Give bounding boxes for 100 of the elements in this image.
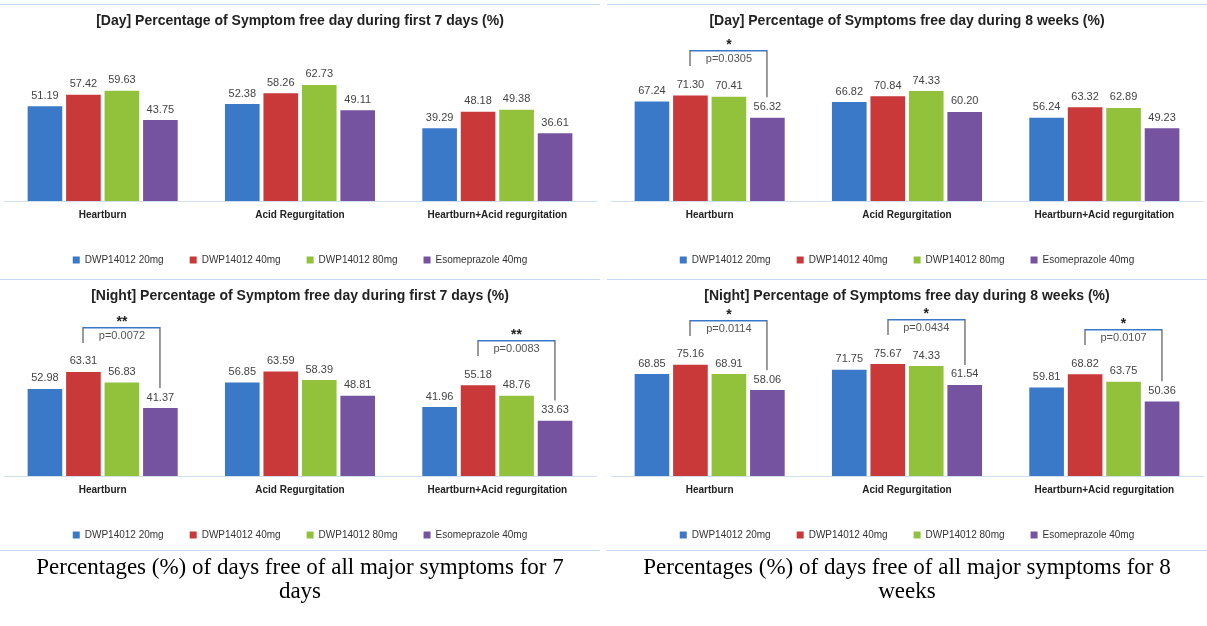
bar xyxy=(27,106,63,201)
bar xyxy=(908,90,944,201)
text: * xyxy=(726,36,732,53)
bar xyxy=(1067,374,1103,476)
text: p=0.0114 xyxy=(706,321,752,334)
bar xyxy=(750,117,785,201)
text: * xyxy=(923,305,929,322)
data-label: 70.84 xyxy=(873,78,902,91)
bar xyxy=(499,109,534,201)
text: ** xyxy=(511,326,523,343)
data-label: 56.83 xyxy=(108,365,136,378)
data-label: 59.81 xyxy=(1032,370,1061,383)
bar xyxy=(634,374,670,476)
data-label: 55.18 xyxy=(464,367,492,380)
legend-label: DWP14012 80mg xyxy=(318,528,398,540)
data-label: 36.61 xyxy=(541,115,569,128)
bar xyxy=(1144,401,1180,476)
legend-label: DWP14012 80mg xyxy=(925,253,1005,265)
legend-label: DWP14012 40mg xyxy=(808,253,888,265)
data-label: 74.33 xyxy=(912,348,941,361)
x-tick-label: Acid Regurgitation xyxy=(255,483,345,495)
data-label: 58.39 xyxy=(305,362,334,375)
text: * xyxy=(726,305,732,322)
chart-title: [Night] Percentage of Symptom free day during first 7 days (%) xyxy=(90,286,510,305)
data-label: 48.81 xyxy=(343,378,372,391)
data-label: 56.85 xyxy=(228,365,257,378)
legend-label: DWP14012 40mg xyxy=(808,528,888,540)
bar xyxy=(537,133,573,201)
text: Percentages (%) of days free of all major symptoms for 7 days xyxy=(0,550,600,603)
text: p=0.0072 xyxy=(98,328,145,341)
bar xyxy=(66,371,101,476)
data-label: 75.67 xyxy=(873,346,902,359)
x-tick-label: Heartburn xyxy=(78,208,127,220)
chart-title: [Night] Percentage of Symptoms free day during 8 weeks (%) xyxy=(703,286,1111,305)
data-label: 71.30 xyxy=(676,78,705,91)
data-label: 58.26 xyxy=(266,75,295,88)
bar xyxy=(499,395,534,476)
data-label: 56.32 xyxy=(753,100,782,113)
data-label: 63.32 xyxy=(1071,89,1099,102)
data-label: 63.75 xyxy=(1109,364,1138,377)
x-tick-label: Heartburn xyxy=(685,208,734,220)
bar xyxy=(301,379,337,476)
data-label: 41.37 xyxy=(146,390,175,403)
x-tick-label: Acid Regurgitation xyxy=(255,208,345,220)
text: * xyxy=(1120,315,1127,332)
legend-label: Esomeprazole 40mg xyxy=(435,253,528,265)
data-label: 51.19 xyxy=(31,88,59,101)
data-label: 49.11 xyxy=(344,92,372,105)
data-label: 71.75 xyxy=(835,352,864,365)
data-label: 75.16 xyxy=(676,347,705,360)
data-label: 70.41 xyxy=(715,79,743,92)
bar xyxy=(224,382,260,476)
data-label: 49.23 xyxy=(1148,110,1176,123)
x-tick-label: Heartburn xyxy=(78,483,127,495)
text: p=0.0107 xyxy=(1100,331,1147,344)
text: Percentages (%) of days free of all major symptoms for 8 weeks xyxy=(607,550,1207,603)
x-tick-label: Heartburn+Acid regurgitation xyxy=(1034,208,1175,220)
data-label: 67.24 xyxy=(638,84,666,97)
bar xyxy=(673,364,708,476)
text: p=0.0434 xyxy=(903,321,950,333)
bar xyxy=(634,101,670,201)
x-tick-label: Heartburn+Acid regurgitation xyxy=(1034,483,1175,495)
bar xyxy=(143,407,178,476)
data-label: 68.82 xyxy=(1071,356,1099,369)
data-label: 41.96 xyxy=(425,389,454,402)
bar xyxy=(460,111,496,201)
legend-label: Esomeprazole 40mg xyxy=(1042,253,1135,265)
bar xyxy=(263,371,299,476)
data-label: 63.31 xyxy=(69,354,98,367)
data-label: 43.75 xyxy=(146,102,175,115)
data-label: 49.38 xyxy=(502,92,531,105)
bar xyxy=(673,95,708,201)
data-label: 74.33 xyxy=(912,73,941,86)
legend-label: DWP14012 20mg xyxy=(84,528,164,540)
bar xyxy=(537,420,573,476)
bar xyxy=(224,104,260,201)
bar xyxy=(1029,117,1064,201)
bar xyxy=(870,96,906,201)
bar xyxy=(711,96,747,201)
legend-label: DWP14012 20mg xyxy=(84,253,164,265)
data-label: 58.06 xyxy=(753,372,782,385)
legend-label: DWP14012 20mg xyxy=(691,253,771,265)
bar xyxy=(340,110,376,201)
x-tick-label: Heartburn+Acid regurgitation xyxy=(427,483,568,495)
x-tick-label: Heartburn+Acid regurgitation xyxy=(427,208,568,220)
bar xyxy=(66,94,101,201)
data-label: 56.24 xyxy=(1032,100,1061,113)
bar xyxy=(908,365,944,476)
data-label: 48.18 xyxy=(464,94,492,107)
bar xyxy=(422,128,457,201)
bar xyxy=(1029,387,1064,476)
bar xyxy=(947,111,983,201)
bar xyxy=(750,390,785,476)
legend-label: DWP14012 20mg xyxy=(691,528,771,540)
data-label: 60.20 xyxy=(950,94,979,107)
legend-label: Esomeprazole 40mg xyxy=(435,528,528,540)
bar xyxy=(460,385,496,476)
bar xyxy=(104,90,140,201)
bar xyxy=(27,388,63,476)
bar xyxy=(104,382,140,476)
